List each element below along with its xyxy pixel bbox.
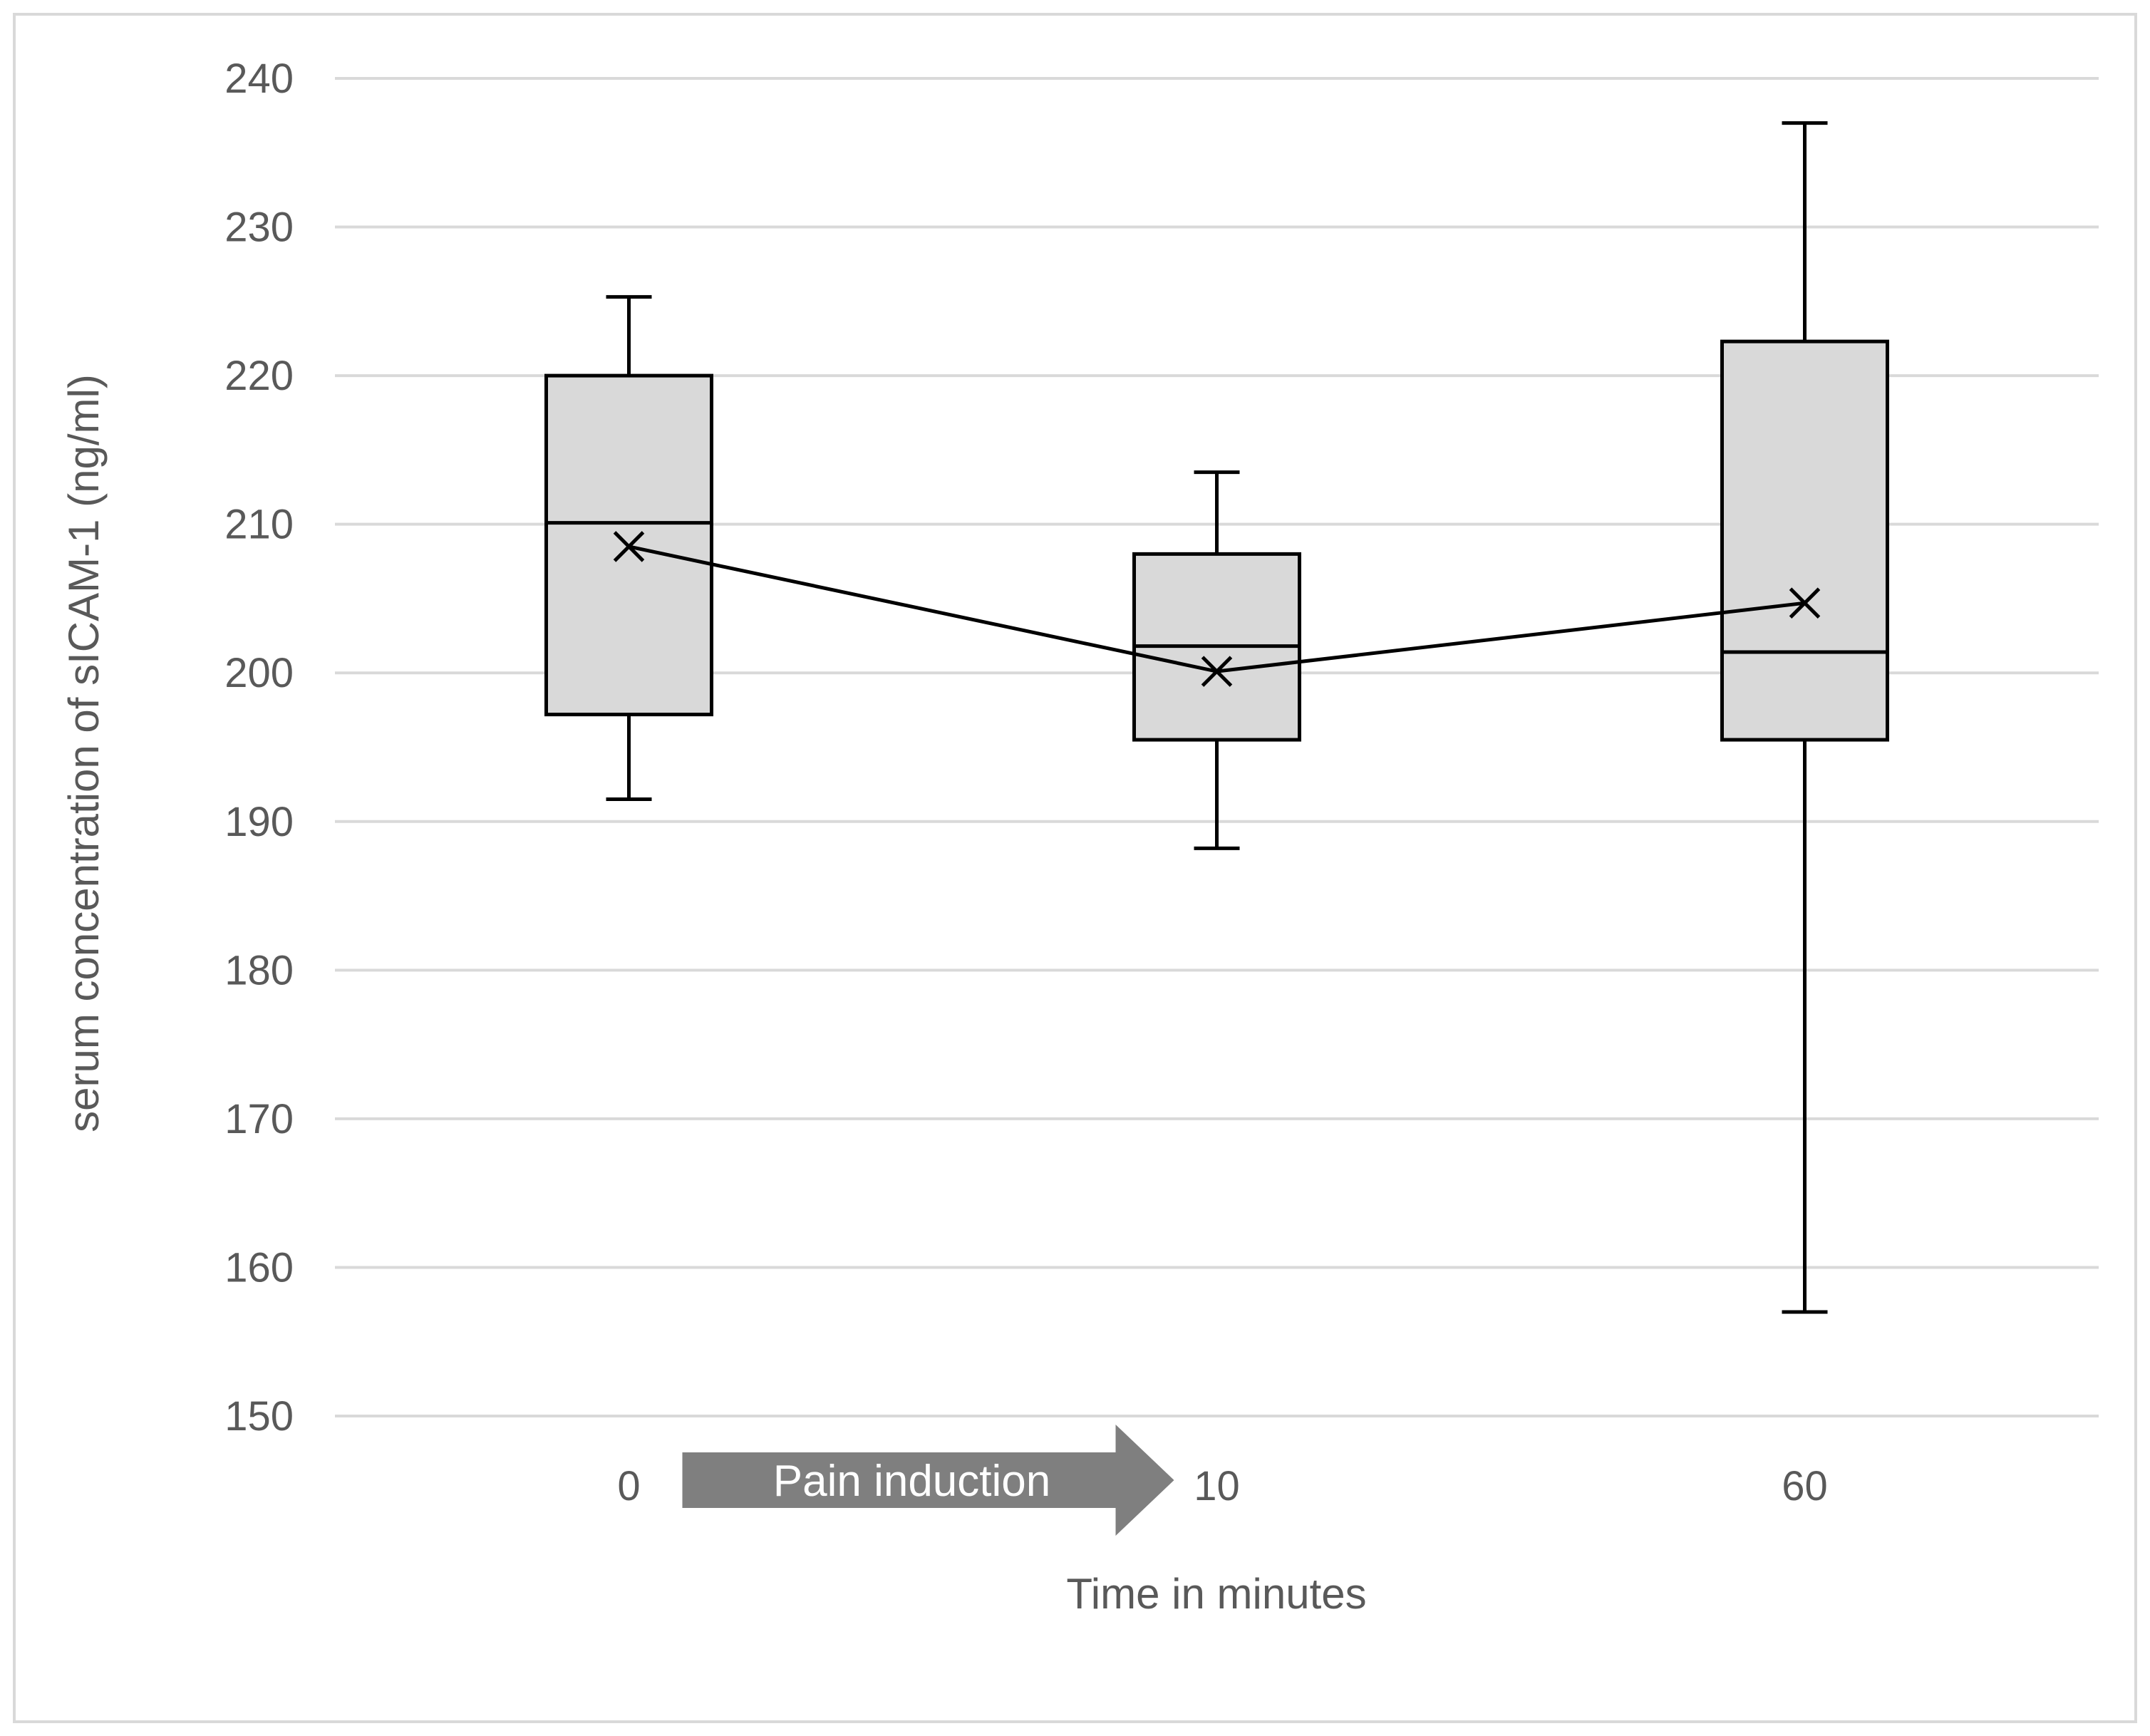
boxes — [544, 121, 1889, 1314]
y-tick-label: 180 — [224, 947, 294, 993]
y-axis-ticks: 150 160 170 180 190 200 210 220 230 240 — [224, 56, 294, 1440]
mean-series — [613, 531, 1821, 687]
y-tick-label: 210 — [224, 502, 294, 548]
pain-induction-annotation: Pain induction — [682, 1425, 1174, 1536]
y-axis-title: serum concentration of sICAM-1 (ng/ml) — [60, 374, 108, 1132]
x-axis-title: Time in minutes — [1066, 1570, 1366, 1618]
x-tick-label: 0 — [617, 1463, 640, 1509]
y-tick-label: 160 — [224, 1244, 294, 1291]
y-tick-label: 170 — [224, 1096, 294, 1142]
x-tick-label: 10 — [1194, 1463, 1240, 1509]
y-tick-label: 230 — [224, 205, 294, 251]
iqr-box — [1720, 339, 1889, 742]
box-group-10 — [1132, 470, 1301, 850]
y-tick-label: 190 — [224, 799, 294, 845]
chart-frame — [13, 13, 2137, 1723]
y-tick-label: 220 — [224, 353, 294, 399]
x-tick-label: 60 — [1782, 1463, 1828, 1509]
y-tick-label: 200 — [224, 650, 294, 696]
x-axis-ticks: 0 10 60 — [617, 1463, 1827, 1509]
y-tick-label: 150 — [224, 1393, 294, 1440]
box-group-60 — [1720, 121, 1889, 1314]
mean-marker-10 — [1201, 656, 1233, 687]
mean-marker-60 — [1789, 587, 1821, 619]
pain-induction-arrow — [682, 1425, 1174, 1536]
pain-induction-label: Pain induction — [773, 1457, 1051, 1506]
mean-marker-0 — [613, 531, 645, 562]
y-tick-label: 240 — [224, 56, 294, 102]
